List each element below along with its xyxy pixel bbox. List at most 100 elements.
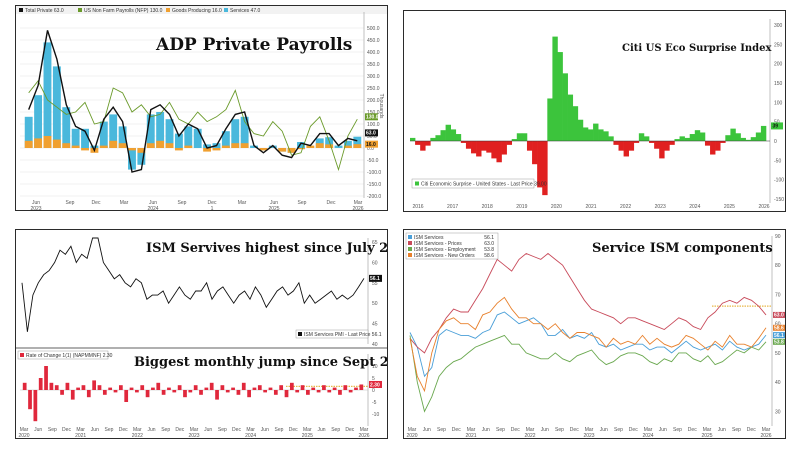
- rate-of-change-bar: [193, 385, 198, 390]
- legend-entry: ISM Services - New Orders: [414, 253, 475, 259]
- services-bar: [231, 119, 240, 148]
- last-value-tag: [773, 338, 785, 345]
- last-value-text: 58.6: [774, 326, 784, 332]
- rate-of-change-bar: [177, 385, 182, 390]
- y-tick-label: 250: [774, 42, 783, 48]
- goods-producing-bar: [165, 143, 174, 148]
- x-tick-label: Sep: [275, 427, 284, 433]
- x-tick-label: Mar: [526, 427, 535, 433]
- y-tick-label: -50: [774, 158, 781, 164]
- positive-surprise-bar: [562, 73, 568, 141]
- positive-surprise-bar: [552, 36, 558, 141]
- legend-entry: Citi Economic Surprise - United States -…: [421, 182, 547, 188]
- x-tick-label: Sep: [48, 427, 57, 433]
- negative-surprise-bar: [542, 141, 548, 196]
- goods-producing-bar: [34, 138, 43, 148]
- x-tick-label: Sep: [218, 427, 227, 433]
- y-tick-label: 90: [775, 234, 781, 240]
- chart-title: Biggest monthly jump since Sept 2024: [134, 355, 388, 370]
- x-tick-label: 2019: [516, 204, 527, 210]
- goods-producing-bar: [184, 145, 193, 148]
- x-tick-year: 2024: [147, 206, 158, 211]
- services-bar: [137, 148, 146, 165]
- x-tick-label: Jun: [482, 427, 490, 433]
- rate-of-change-bar: [108, 387, 113, 390]
- services-bar: [297, 142, 305, 148]
- x-tick-label: Mar: [120, 200, 129, 206]
- legend-swatch: [298, 332, 302, 336]
- negative-surprise-bar: [654, 141, 660, 149]
- x-tick-label: Sep: [331, 427, 340, 433]
- services-bar: [34, 95, 43, 148]
- y-tick-label: -100: [774, 178, 784, 184]
- legend-entry: ISM Services - Prices: [414, 241, 462, 247]
- positive-surprise-bar: [450, 129, 457, 141]
- negative-surprise-bar: [465, 141, 472, 149]
- services-bar: [71, 128, 80, 148]
- x-tick-label: Dec: [747, 427, 756, 433]
- positive-surprise-bar: [699, 132, 706, 141]
- positive-surprise-bar: [582, 127, 589, 141]
- legend-entry: ISM Services - Employment: [414, 247, 476, 253]
- goods-producing-bar: [52, 139, 61, 148]
- x-tick-label: Jun: [204, 427, 212, 433]
- x-tick-label: Sep: [178, 200, 187, 206]
- x-tick-label: Dec: [232, 427, 241, 433]
- x-tick-label: Mar: [644, 427, 653, 433]
- services-bar: [174, 133, 183, 148]
- last-value-text: 39: [773, 124, 779, 130]
- x-tick-label: Jun: [423, 427, 431, 433]
- x-tick-label: Sep: [673, 427, 682, 433]
- x-tick-label: Sep: [496, 427, 505, 433]
- legend-swatch: [408, 241, 412, 245]
- rate-of-change-bar: [359, 384, 364, 390]
- services-bar: [165, 119, 174, 148]
- rate-of-change-bar: [118, 385, 123, 390]
- x-tick-year: 2026: [352, 206, 363, 211]
- legend-value: 53.8: [484, 247, 494, 253]
- goods-producing-bar: [203, 148, 212, 152]
- services-bar: [268, 145, 277, 148]
- x-tick-label: Jun: [600, 427, 608, 433]
- last-value-tag: [773, 311, 785, 318]
- goods-producing-bar: [287, 148, 296, 153]
- negative-surprise-bar: [501, 141, 507, 155]
- legend-value: 56.1: [484, 235, 494, 241]
- legend-swatch: [408, 253, 412, 257]
- services-bar: [250, 145, 258, 148]
- rate-of-change-bar: [268, 387, 273, 390]
- negative-surprise-bar: [491, 141, 497, 159]
- x-tick-year: 2025: [701, 433, 712, 439]
- y-tick-label: 250.0: [367, 86, 380, 92]
- rate-of-change-bar: [338, 390, 342, 395]
- negative-surprise-bar: [628, 141, 635, 151]
- services-bar: [128, 148, 136, 170]
- x-tick-label: Dec: [629, 427, 638, 433]
- goods-producing-bar: [325, 144, 334, 148]
- rate-of-change-bar: [188, 390, 193, 393]
- x-tick-label: Dec: [62, 427, 71, 433]
- negative-surprise-bar: [425, 141, 431, 146]
- goods-producing-bar: [343, 145, 352, 148]
- x-tick-label: Mar: [354, 200, 363, 206]
- x-tick-label: Mar: [762, 427, 771, 433]
- positive-surprise-bar: [577, 119, 584, 141]
- positive-surprise-bar: [694, 130, 701, 141]
- rate-of-change-bar: [284, 390, 289, 398]
- x-tick-year: 2026: [358, 433, 369, 439]
- rate-of-change-bar: [28, 390, 32, 410]
- x-tick-label: Dec: [208, 200, 217, 206]
- rate-of-change-bar: [156, 382, 161, 390]
- rate-of-change-bar: [135, 390, 139, 393]
- y-tick-label: 10: [372, 364, 378, 370]
- x-tick-label: Jun: [32, 200, 40, 206]
- y-axis-title: Thousands: [378, 94, 384, 119]
- x-tick-label: Dec: [345, 427, 354, 433]
- goods-producing-bar: [43, 136, 52, 148]
- services-bar: [343, 140, 352, 148]
- x-tick-label: Sep: [437, 427, 446, 433]
- rate-of-change-bar: [33, 390, 38, 422]
- rate-of-change-bar: [263, 390, 268, 393]
- positive-surprise-bar: [760, 125, 767, 141]
- nfp-line: [28, 79, 358, 172]
